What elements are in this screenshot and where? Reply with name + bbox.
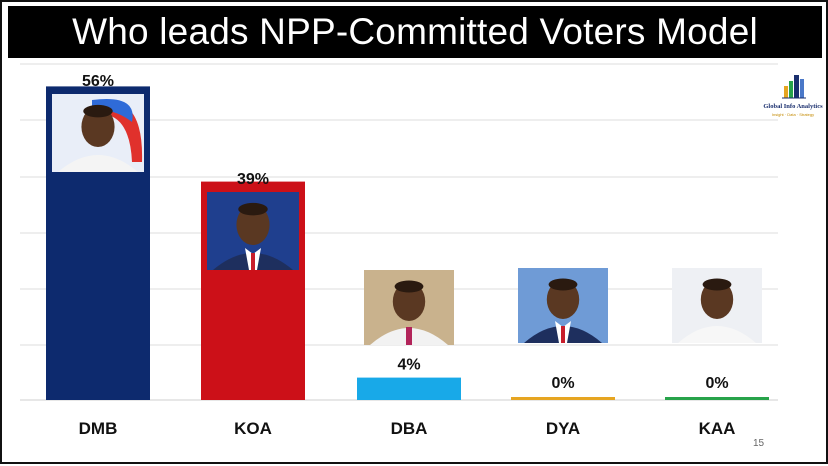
x-tick-label: KAA: [699, 419, 736, 438]
data-label: 0%: [705, 375, 728, 392]
data-label: 39%: [237, 171, 269, 188]
slide-title: Who leads NPP-Committed Voters Model: [8, 6, 822, 58]
portrait-dmb-icon: [52, 94, 144, 172]
x-tick-label: KOA: [234, 419, 272, 438]
portrait-dya-icon: [518, 268, 608, 343]
portrait-kaa-icon: [672, 268, 762, 343]
bar-dba: [357, 377, 461, 400]
company-logo: Global Info Analytics Insight · Data · S…: [760, 72, 826, 120]
data-label: 4%: [397, 357, 420, 374]
page-number: 15: [753, 438, 765, 449]
portrait-koa-icon: [207, 192, 299, 270]
data-label: 56%: [82, 73, 114, 90]
bar-kaa: [665, 397, 769, 400]
x-tick-label: DYA: [546, 419, 580, 438]
logo-tagline: Insight · Data · Strategy: [771, 112, 815, 117]
logo-bars-icon: [782, 75, 806, 99]
x-tick-label: DBA: [391, 419, 428, 438]
logo-name: Global Info Analytics: [763, 103, 823, 110]
data-label: 0%: [551, 375, 574, 392]
x-tick-label: DMB: [79, 419, 118, 438]
bar-dya: [511, 397, 615, 400]
portrait-dba-icon: [364, 270, 454, 345]
